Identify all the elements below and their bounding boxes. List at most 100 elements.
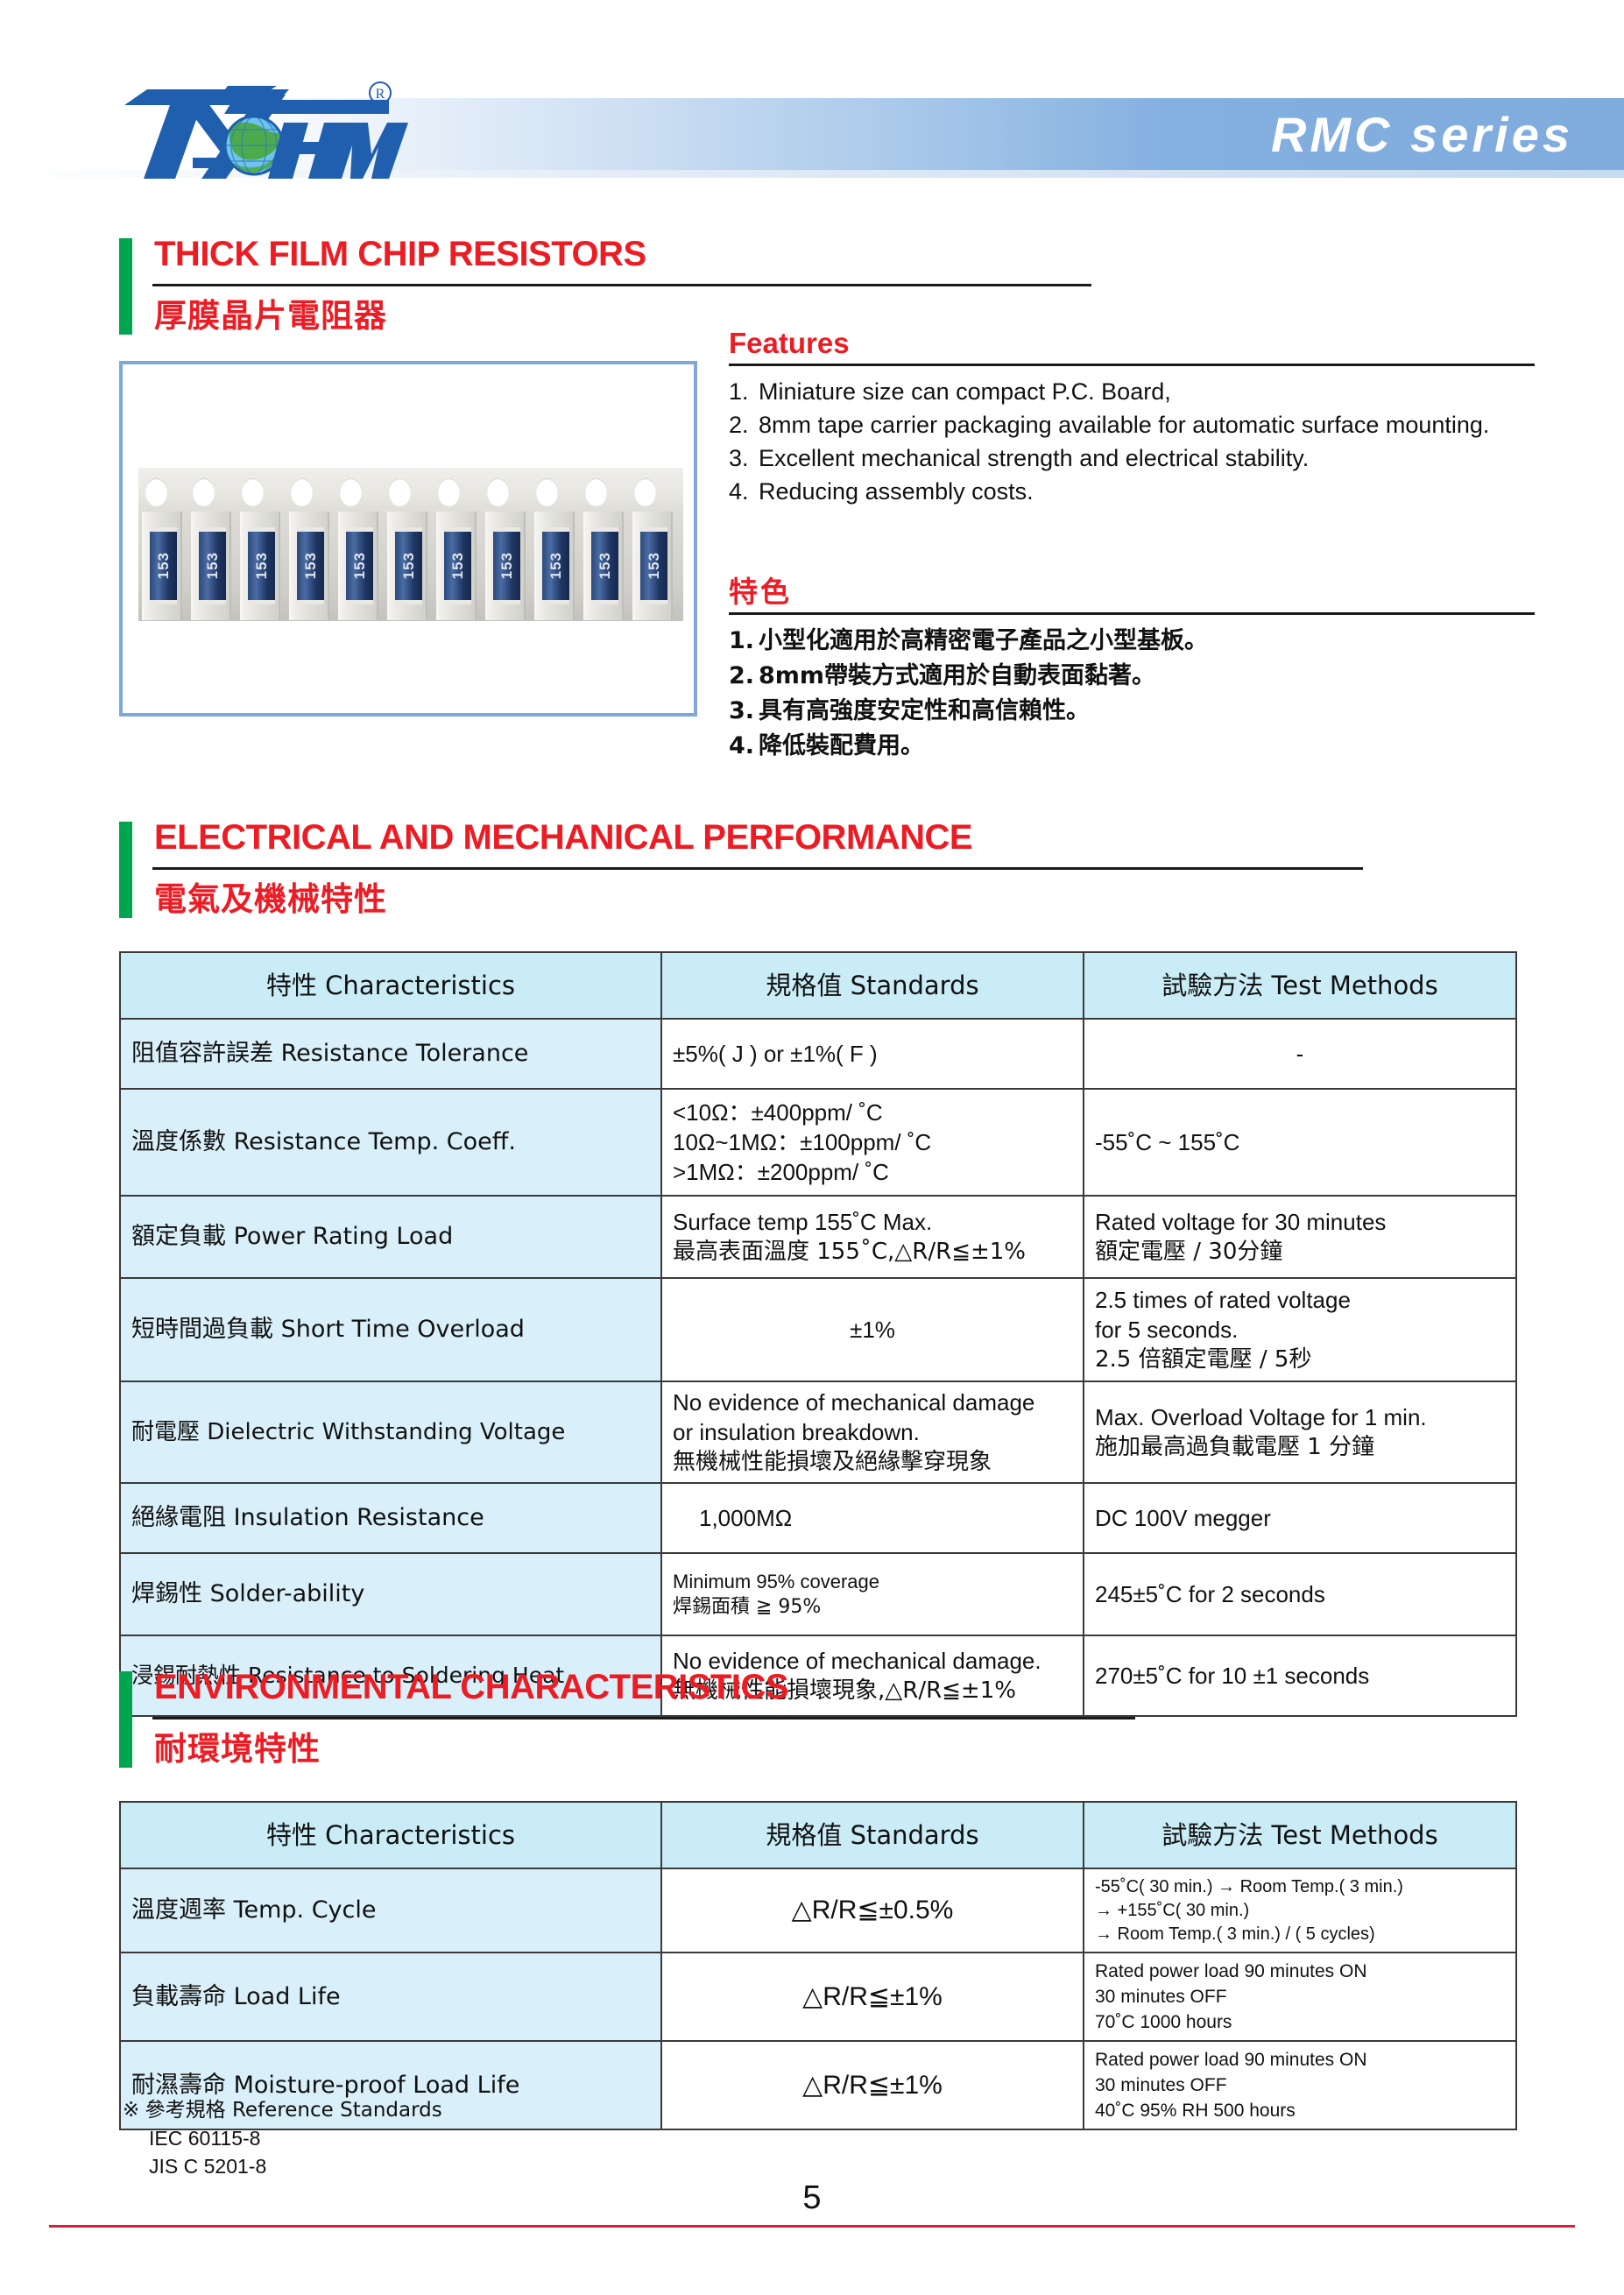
- chip-marking: 153: [203, 552, 221, 580]
- tape-pocket: 153: [583, 512, 624, 620]
- table-row: 額定負載 Power Rating Load Surface temp 155˚…: [119, 1195, 1517, 1279]
- product-photo: 153 153 153 153 153 153 153 153 153 153 …: [119, 361, 697, 717]
- feature-number: 4.: [729, 732, 755, 759]
- chip-resistor: 153: [444, 527, 471, 604]
- sprocket-hole: [536, 478, 558, 506]
- cell-characteristic: 短時間過負載 Short Time Overload: [119, 1277, 662, 1382]
- standards-line: No evidence of mechanical damage: [673, 1389, 1035, 1416]
- chip-marking: 153: [301, 552, 319, 580]
- table-header-row: 特性 Characteristics 規格值 Standards 試驗方法 Te…: [119, 951, 1517, 1020]
- standards-line: △R/R≦±1%: [802, 2070, 943, 2100]
- feature-text: 8mm tape carrier packaging available for…: [759, 412, 1490, 438]
- cell-test-methods: 270±5˚C for 10 ±1 seconds: [1083, 1635, 1517, 1717]
- feature-item: 4. 降低裝配費用。: [729, 729, 1535, 764]
- feature-number: 3.: [729, 697, 755, 724]
- table-row: 短時間過負載 Short Time Overload ±1% 2.5 times…: [119, 1277, 1517, 1382]
- cell-characteristic: 耐電壓 Dielectric Withstanding Voltage: [119, 1381, 662, 1484]
- tape-pocket: 153: [338, 512, 378, 620]
- feature-item: 2. 8mm tape carrier packaging available …: [729, 408, 1535, 441]
- sprocket-hole: [585, 478, 607, 506]
- section-accent-bar: [119, 1671, 132, 1768]
- cell-characteristic: 浸錫耐熱性 Resistance to Soldering Heat: [119, 1635, 662, 1717]
- test-method-line: -: [1296, 1041, 1304, 1067]
- test-method-line: Rated power load 90 minutes ON: [1095, 1961, 1367, 1981]
- test-method-line: → +155˚C( 30 min.): [1095, 1900, 1250, 1920]
- tape-pockets: 153 153 153 153 153 153 153 153 153 153 …: [138, 512, 683, 621]
- page-number: 5: [802, 2179, 822, 2216]
- sprocket-hole: [389, 478, 411, 506]
- standards-line: △R/R≦±0.5%: [791, 1896, 954, 1924]
- feature-text: 具有高強度安定性和高信賴性。: [759, 697, 1090, 724]
- column-header-characteristics: 特性 Characteristics: [119, 1801, 662, 1869]
- column-header-characteristics: 特性 Characteristics: [119, 951, 662, 1020]
- features-title-zh: 特色: [729, 575, 792, 609]
- chip-resistor: 153: [542, 527, 569, 604]
- cell-test-methods: Rated voltage for 30 minutes 額定電壓 / 30分鐘: [1083, 1195, 1517, 1279]
- tyohm-logo-svg: R: [124, 81, 408, 179]
- header-band-shadow: [0, 170, 1624, 178]
- chip-marking: 153: [350, 552, 368, 580]
- chip-resistor: 153: [150, 527, 177, 604]
- chip-resistor: 153: [199, 527, 226, 604]
- feature-item: 3. 具有高強度安定性和高信賴性。: [729, 694, 1535, 729]
- cell-standards: No evidence of mechanical damage or insu…: [660, 1381, 1084, 1484]
- page-header: R RMC series: [0, 0, 1624, 186]
- feature-number: 2.: [729, 412, 749, 438]
- test-method-line: Rated voltage for 30 minutes: [1095, 1209, 1387, 1235]
- test-method-line: 額定電壓 / 30分鐘: [1095, 1239, 1283, 1265]
- tape-pocket: 153: [289, 512, 329, 620]
- feature-text: Excellent mechanical strength and electr…: [759, 445, 1310, 471]
- electrical-performance-table: 特性 Characteristics 規格值 Standards 試驗方法 Te…: [119, 951, 1517, 1717]
- table-row: 溫度週率 Temp. Cycle △R/R≦±0.5% -55˚C( 30 mi…: [119, 1868, 1517, 1953]
- feature-item: 1. Miniature size can compact P.C. Board…: [729, 375, 1535, 408]
- test-method-line: 30 minutes OFF: [1095, 1987, 1227, 2007]
- feature-number: 4.: [729, 478, 749, 505]
- cell-characteristic: 額定負載 Power Rating Load: [119, 1195, 662, 1279]
- section-heading-en: THICK FILM CHIP RESISTORS: [154, 235, 646, 273]
- standards-line: 無機械性能損壞及絕緣擊穿現象: [673, 1449, 992, 1475]
- features-list-zh: 1. 小型化適用於高精密電子產品之小型基板。 2. 8mm帶裝方式適用於自動表面…: [729, 624, 1535, 764]
- test-method-line: -55˚C ~ 155˚C: [1095, 1129, 1240, 1155]
- sprocket-hole: [193, 478, 215, 506]
- cell-standards: △R/R≦±0.5%: [660, 1868, 1084, 1953]
- footer-rule: [49, 2225, 1575, 2228]
- reference-standard-item: JIS C 5201-8: [149, 2155, 267, 2178]
- section-heading-zh: 厚膜晶片電阻器: [154, 297, 387, 335]
- feature-text: 小型化適用於高精密電子產品之小型基板。: [759, 627, 1208, 654]
- feature-text: 降低裝配費用。: [759, 732, 924, 759]
- feature-number: 1.: [729, 378, 749, 405]
- test-method-line: 施加最高過負載電壓 1 分鐘: [1095, 1434, 1375, 1460]
- chip-resistor: 153: [346, 527, 373, 604]
- cell-standards: △R/R≦±1%: [660, 1952, 1084, 2042]
- tape-pocket: 153: [534, 512, 575, 620]
- column-header-test-methods: 試驗方法 Test Methods: [1083, 1801, 1517, 1869]
- table-header-row: 特性 Characteristics 規格值 Standards 試驗方法 Te…: [119, 1801, 1517, 1869]
- cell-standards: △R/R≦±1%: [660, 2040, 1084, 2130]
- chip-resistor: 153: [640, 527, 667, 604]
- standards-line: >1MΩ：±200ppm/ ˚C: [673, 1159, 889, 1185]
- standards-line: △R/R≦±1%: [802, 1981, 943, 2011]
- cell-standards: ±5%( J ) or ±1%( F ): [660, 1018, 1084, 1090]
- section-rule: [152, 284, 1091, 286]
- footnote-label: 參考規格 Reference Standards: [145, 2099, 442, 2122]
- standards-line: 無機械性能損壞現象,△R/R≦±1%: [673, 1677, 1016, 1704]
- carrier-tape: 153 153 153 153 153 153 153 153 153 153 …: [138, 468, 683, 621]
- test-method-line: 2.5 times of rated voltage: [1095, 1287, 1351, 1313]
- standards-line: Surface temp 155˚C Max.: [673, 1209, 933, 1235]
- cell-test-methods: -55˚C ~ 155˚C: [1083, 1088, 1517, 1197]
- sprocket-hole: [145, 478, 167, 506]
- tape-pocket: 153: [436, 512, 477, 620]
- chip-marking: 153: [547, 552, 564, 580]
- test-method-line: for 5 seconds.: [1095, 1317, 1239, 1343]
- test-method-line: 2.5 倍額定電壓 / 5秒: [1095, 1346, 1312, 1373]
- feature-item: 1. 小型化適用於高精密電子產品之小型基板。: [729, 624, 1535, 659]
- chip-resistor: 153: [248, 527, 275, 604]
- feature-text: Miniature size can compact P.C. Board,: [759, 378, 1171, 405]
- tape-pocket: 153: [632, 512, 673, 620]
- cell-characteristic: 阻值容許誤差 Resistance Tolerance: [119, 1018, 662, 1090]
- standards-line: ±5%( J ) or ±1%( F ): [673, 1041, 878, 1067]
- test-method-line: → Room Temp.( 3 min.) / ( 5 cycles): [1095, 1924, 1375, 1944]
- footnote-first-line: ※ 參考規格 Reference Standards: [123, 2095, 442, 2124]
- sprocket-hole: [438, 478, 460, 506]
- cell-test-methods: Rated power load 90 minutes ON 30 minute…: [1083, 2040, 1517, 2130]
